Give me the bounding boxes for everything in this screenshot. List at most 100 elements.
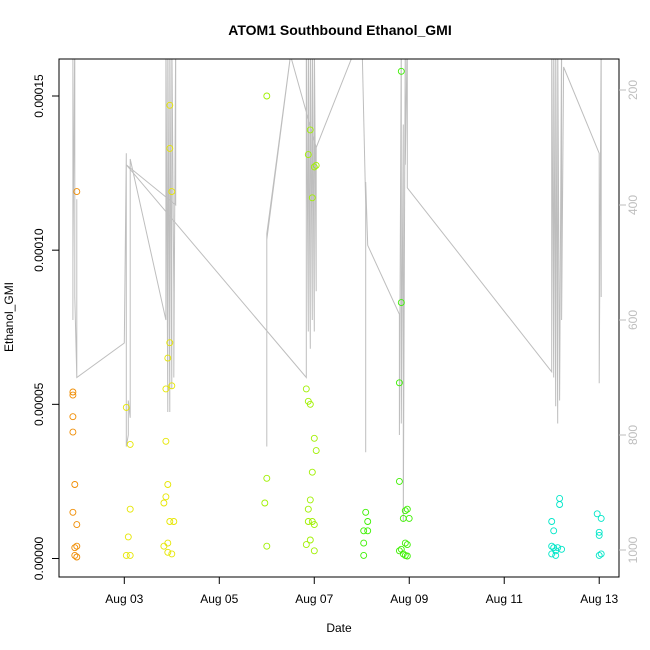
y2-tick-label: 600	[626, 310, 640, 330]
data-point	[595, 531, 603, 539]
data-point	[312, 447, 320, 455]
data-point	[126, 551, 134, 559]
data-point	[593, 510, 601, 518]
data-point	[595, 551, 603, 559]
y2-tick-label: 400	[626, 195, 640, 215]
x-tick-label: Aug 03	[105, 592, 143, 606]
data-point	[304, 518, 312, 525]
data-point	[73, 553, 81, 561]
data-point	[397, 67, 405, 75]
y2-tick-label: 800	[626, 425, 640, 445]
data-point	[364, 518, 372, 525]
data-point	[160, 499, 168, 507]
data-point	[403, 541, 411, 549]
y-tick-label: 0.00015	[32, 74, 46, 118]
data-point	[312, 161, 320, 169]
data-point	[160, 542, 168, 550]
y-axis: 0.00000 0.00005 0.00010 0.00015	[32, 74, 59, 580]
data-point	[360, 539, 368, 547]
data-point	[69, 508, 77, 516]
data-point	[166, 518, 174, 525]
data-point	[395, 379, 403, 387]
data-point	[69, 413, 77, 421]
data-point	[401, 539, 409, 547]
y-tick-label: 0.00010	[32, 228, 46, 272]
data-point	[401, 507, 409, 515]
data-point	[306, 126, 314, 134]
series-line	[72, 59, 602, 522]
data-point	[548, 518, 556, 525]
data-point	[306, 400, 314, 408]
data-point	[166, 144, 174, 152]
data-point	[308, 468, 316, 476]
data-point	[168, 188, 176, 196]
data-point	[124, 533, 132, 541]
y-axis-label: Ethanol_GMI	[2, 282, 16, 352]
data-point	[310, 434, 318, 442]
data-point	[69, 391, 77, 399]
data-point	[548, 550, 556, 558]
data-point	[395, 477, 403, 485]
data-point	[362, 508, 370, 516]
y-tick-label: 0.00005	[32, 382, 46, 426]
data-point	[164, 481, 172, 488]
data-point	[308, 194, 316, 202]
plot-frame	[58, 58, 620, 578]
data-point	[162, 493, 170, 501]
scatter-points	[69, 67, 605, 561]
data-point	[122, 403, 130, 411]
data-point	[69, 388, 77, 396]
data-point	[399, 514, 407, 522]
data-point	[397, 299, 405, 307]
data-point	[310, 163, 318, 171]
data-point	[403, 552, 411, 560]
data-point	[164, 354, 172, 362]
data-point	[302, 385, 310, 393]
data-point	[304, 505, 312, 513]
x-tick-label: Aug 05	[200, 592, 238, 606]
data-point	[306, 496, 314, 504]
data-point	[168, 550, 176, 558]
data-point	[164, 548, 172, 556]
data-point	[397, 545, 405, 553]
data-point	[364, 527, 372, 535]
data-point	[597, 514, 605, 522]
data-point	[360, 527, 368, 535]
data-point	[556, 501, 564, 508]
data-point	[310, 547, 318, 555]
data-point	[126, 440, 134, 448]
x-tick-label: Aug 07	[295, 592, 333, 606]
data-point	[552, 551, 560, 559]
data-point	[310, 521, 318, 529]
data-point	[306, 536, 314, 544]
data-point	[73, 521, 81, 529]
y2-tick-label: 1000	[626, 536, 640, 563]
data-point	[263, 542, 271, 550]
y2-axis: 200 400 600 800 1000	[619, 80, 640, 563]
data-point	[597, 550, 605, 558]
data-point	[263, 474, 271, 482]
data-point	[166, 101, 174, 109]
data-point	[170, 518, 178, 525]
data-point	[168, 382, 176, 390]
x-tick-label: Aug 13	[580, 592, 618, 606]
data-point	[399, 550, 407, 558]
data-point	[302, 541, 310, 549]
data-point	[162, 437, 170, 445]
data-point	[162, 385, 170, 393]
data-point	[166, 339, 174, 347]
x-axis: Aug 03 Aug 05 Aug 07 Aug 09 Aug 11 Aug 13	[105, 577, 619, 606]
data-point	[360, 551, 368, 559]
y2-tick-label: 200	[626, 80, 640, 100]
data-point	[69, 428, 77, 436]
x-tick-label: Aug 09	[390, 592, 428, 606]
data-point	[126, 505, 134, 513]
data-point	[122, 551, 130, 559]
data-point	[73, 188, 81, 196]
x-tick-label: Aug 11	[486, 592, 523, 606]
data-point	[403, 505, 411, 513]
x-axis-label: Date	[326, 621, 352, 635]
data-point	[71, 481, 79, 488]
